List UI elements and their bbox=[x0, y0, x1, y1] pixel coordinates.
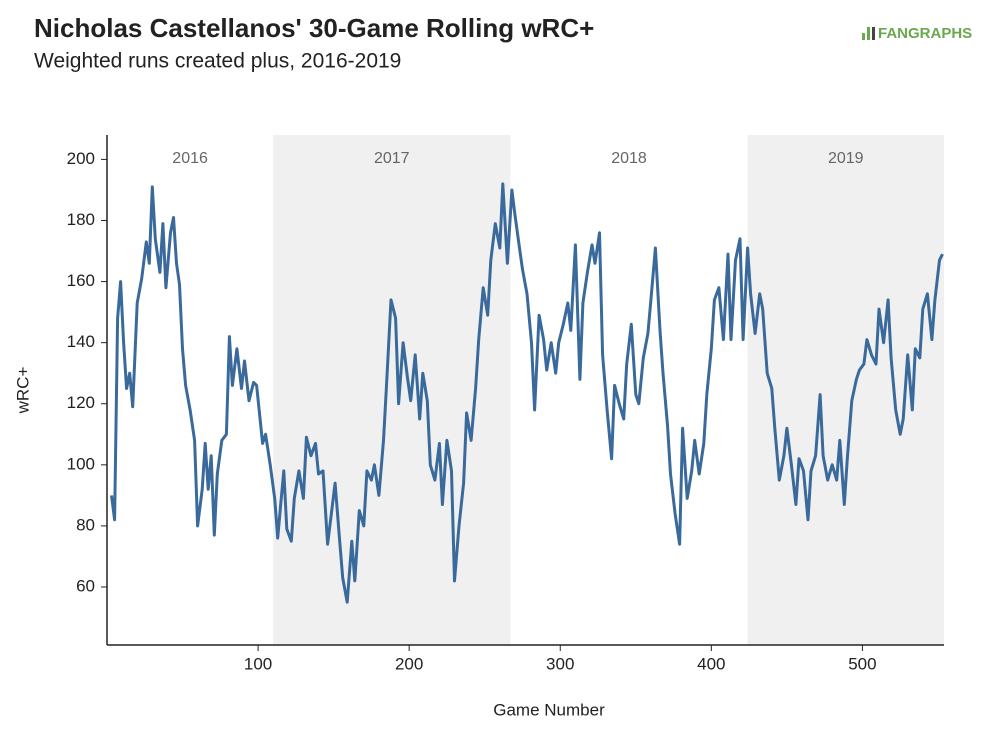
logo-icon bbox=[862, 33, 865, 40]
chart-title: Nicholas Castellanos' 30-Game Rolling wR… bbox=[34, 13, 594, 43]
y-tick-label: 60 bbox=[76, 576, 95, 595]
x-tick-label: 400 bbox=[697, 654, 725, 673]
logo-icon bbox=[867, 27, 870, 40]
y-tick-label: 180 bbox=[67, 210, 95, 229]
line bbox=[110, 182, 944, 604]
chart-subtitle: Weighted runs created plus, 2016-2019 bbox=[34, 50, 401, 73]
logo: FANGRAPHS bbox=[862, 25, 972, 42]
x-tick-label: 200 bbox=[395, 654, 423, 673]
season-label: 2019 bbox=[828, 150, 864, 167]
season-label: 2016 bbox=[172, 150, 208, 167]
x-tick-label: 500 bbox=[848, 654, 876, 673]
season-band bbox=[273, 135, 511, 645]
x-tick-label: 300 bbox=[546, 654, 574, 673]
y-tick-label: 100 bbox=[67, 454, 95, 473]
season-label: 2017 bbox=[374, 150, 410, 167]
y-axis-label: wRC+ bbox=[13, 367, 32, 415]
y-tick-label: 120 bbox=[67, 393, 95, 412]
y-tick-label: 200 bbox=[67, 149, 95, 168]
y-tick-label: 80 bbox=[76, 515, 95, 534]
x-axis-label: Game Number bbox=[493, 700, 605, 719]
y-tick-label: 160 bbox=[67, 271, 95, 290]
logo-text: FANGRAPHS bbox=[878, 25, 972, 42]
x-tick-label: 100 bbox=[244, 654, 272, 673]
y-tick-label: 140 bbox=[67, 332, 95, 351]
logo-icon bbox=[872, 27, 875, 40]
season-label: 2018 bbox=[611, 150, 647, 167]
